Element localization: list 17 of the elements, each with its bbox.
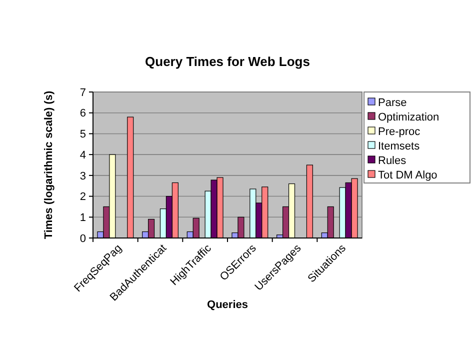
legend-label: Tot DM Algo bbox=[378, 169, 438, 182]
y-axis-title: Times (logarithmic scale) (s) bbox=[43, 90, 55, 240]
y-tick-label: 3 bbox=[80, 170, 86, 182]
y-tick-label: 5 bbox=[80, 128, 86, 141]
y-tick-label: 1 bbox=[80, 212, 86, 224]
legend-label: Optimization bbox=[378, 111, 440, 124]
legend-label: Rules bbox=[378, 154, 407, 167]
legend-label: Itemsets bbox=[378, 140, 420, 152]
y-tick-label: 2 bbox=[80, 191, 86, 204]
y-tick-label: 7 bbox=[80, 86, 86, 99]
y-tick-label: 4 bbox=[80, 149, 86, 162]
x-axis-title: Queries bbox=[207, 299, 248, 311]
legend-label: Pre-proc bbox=[378, 126, 421, 138]
legend-label: Parse bbox=[378, 96, 407, 109]
y-tick-label: 0 bbox=[80, 232, 86, 245]
y-tick-label: 6 bbox=[80, 108, 86, 120]
chart-title: Query Times for Web Logs bbox=[145, 54, 310, 69]
